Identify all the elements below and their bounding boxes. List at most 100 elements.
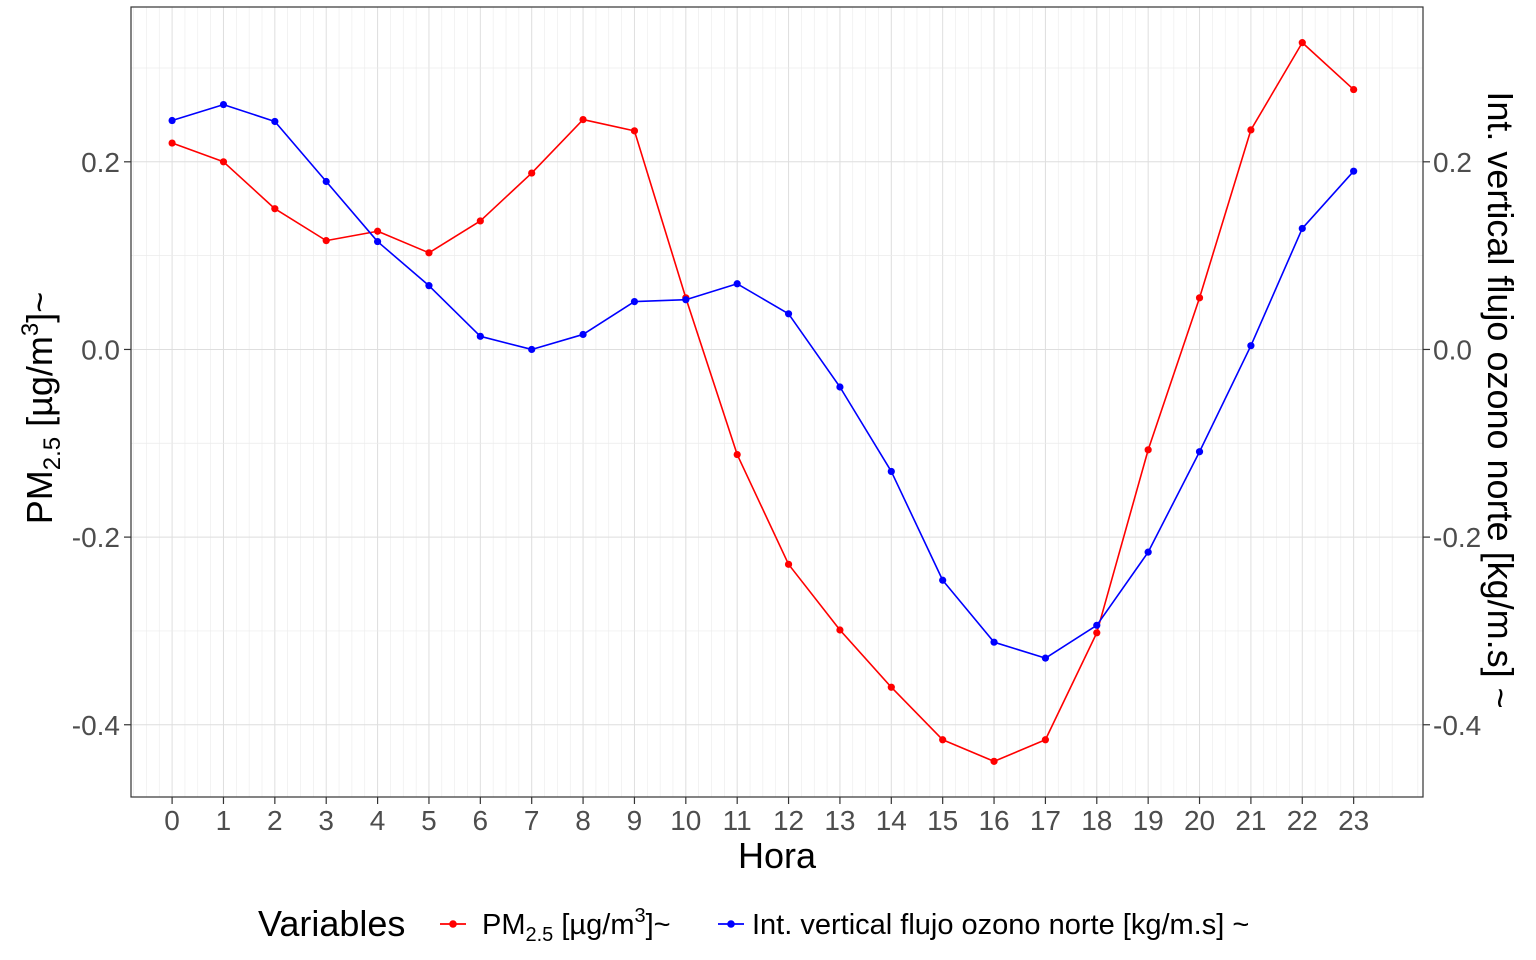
x-tick-label: 23 bbox=[1338, 805, 1369, 836]
series-line-0 bbox=[171, 41, 1355, 763]
series-0-point bbox=[1093, 629, 1101, 637]
y-left-tick-label: 0.2 bbox=[81, 147, 120, 178]
series-1-point bbox=[219, 100, 228, 109]
legend-pm25-sub: 2.5 bbox=[526, 924, 554, 946]
legend-key-pm25 bbox=[440, 920, 466, 928]
legend-key-point bbox=[449, 920, 457, 928]
x-tick-label: 8 bbox=[575, 805, 591, 836]
x-tick-label: 14 bbox=[876, 805, 907, 836]
x-tick-label: 6 bbox=[473, 805, 489, 836]
x-tick-label: 4 bbox=[370, 805, 386, 836]
y-right-tick-label: 0.2 bbox=[1433, 147, 1472, 178]
x-tick-label: 15 bbox=[927, 805, 958, 836]
y-right-tick-label: -0.4 bbox=[1433, 710, 1481, 741]
series-0-point bbox=[990, 757, 998, 765]
series-0-point bbox=[271, 205, 279, 213]
x-tick-label: 17 bbox=[1030, 805, 1061, 836]
x-tick-label: 11 bbox=[723, 805, 752, 836]
x-tick-label: 3 bbox=[318, 805, 334, 836]
y-left-title-main: PM bbox=[19, 470, 60, 524]
series-line-1 bbox=[171, 103, 1355, 659]
axes: 0 1 2 3 4 5 6 7 8 9 10 11 12 13 14 15 16 17 18 19 20 21 22 230.… bbox=[72, 147, 1482, 836]
series-1-point bbox=[887, 467, 895, 476]
series-0-point bbox=[1041, 736, 1050, 744]
series-0-point bbox=[219, 158, 228, 166]
series-0-point bbox=[476, 217, 484, 225]
series-1-point bbox=[425, 282, 433, 290]
series-0-point bbox=[1298, 39, 1306, 47]
y-right-tick-label: -0.2 bbox=[1433, 522, 1481, 553]
legend-key-point bbox=[727, 920, 735, 928]
series-1-point bbox=[990, 638, 998, 646]
x-tick-label: 12 bbox=[773, 805, 804, 836]
series-1-point bbox=[1298, 224, 1306, 233]
series-1-point bbox=[1041, 654, 1050, 662]
series-0-point bbox=[630, 127, 639, 135]
series-0-point bbox=[322, 237, 330, 245]
x-tick-label: 18 bbox=[1081, 805, 1112, 836]
legend-pm25-mid: [µg/m bbox=[553, 909, 634, 941]
series-1-point bbox=[630, 298, 639, 306]
legend-label-pm25: PM2.5 [µg/m3]~ bbox=[482, 905, 671, 946]
x-tick-label: 21 bbox=[1235, 805, 1266, 836]
legend-title: Variables bbox=[258, 903, 405, 944]
series-0-point bbox=[1195, 294, 1204, 302]
x-axis-title: Hora bbox=[738, 835, 817, 876]
x-tick-label: 19 bbox=[1133, 805, 1164, 836]
series-0-point bbox=[1247, 126, 1255, 134]
series-0-point bbox=[887, 683, 895, 691]
x-tick-label: 13 bbox=[824, 805, 855, 836]
grid bbox=[131, 7, 1423, 797]
series-1-point bbox=[168, 116, 176, 125]
x-tick-label: 5 bbox=[421, 805, 437, 836]
legend-key-ozone bbox=[718, 920, 744, 928]
series-1-point bbox=[1093, 621, 1101, 629]
legend-pm25-sup: 3 bbox=[634, 905, 645, 927]
legend-pm25-main: PM bbox=[482, 909, 526, 941]
series-0-point bbox=[373, 227, 382, 235]
series-1-point bbox=[939, 576, 947, 584]
x-tick-label: 22 bbox=[1287, 805, 1318, 836]
series-1-point bbox=[1247, 342, 1255, 350]
series-1-point bbox=[784, 310, 793, 318]
series-layer bbox=[168, 39, 1358, 765]
series-1-point bbox=[1195, 448, 1204, 456]
y-left-tick-label: -0.4 bbox=[72, 710, 120, 741]
y-left-tick-label: 0.0 bbox=[81, 334, 120, 365]
x-tick-label: 20 bbox=[1184, 805, 1215, 836]
legend-pm25-end: ]~ bbox=[646, 909, 671, 941]
series-1-point bbox=[271, 117, 279, 126]
x-tick-label: 0 bbox=[164, 805, 180, 836]
x-tick-label: 1 bbox=[216, 805, 232, 836]
series-0-point bbox=[939, 736, 947, 744]
series-1-point bbox=[476, 332, 484, 340]
series-0-point bbox=[1350, 85, 1358, 94]
series-0-point bbox=[836, 626, 844, 634]
series-0-point bbox=[733, 450, 741, 459]
series-1-point bbox=[322, 177, 330, 186]
legend-label-ozone: Int. vertical flujo ozono norte [kg/m.s]… bbox=[752, 909, 1249, 941]
y-left-title-end: ]~ bbox=[19, 292, 60, 323]
panel-border bbox=[130, 6, 1424, 798]
y-right-tick-label: 0.0 bbox=[1433, 334, 1472, 365]
y-left-title-sub: 2.5 bbox=[39, 437, 66, 470]
series-0-point bbox=[579, 115, 587, 124]
series-1-point bbox=[373, 237, 382, 246]
series-1-point bbox=[1144, 548, 1152, 556]
legend: Variables PM2.5 [µg/m3]~ Int. vertical f… bbox=[258, 903, 1249, 946]
x-tick-label: 2 bbox=[267, 805, 283, 836]
series-0-point bbox=[528, 169, 536, 177]
series-1-point bbox=[836, 383, 844, 391]
series-0-point bbox=[425, 249, 433, 257]
series-1-point bbox=[1350, 167, 1358, 175]
y-left-title-mid: [µg/m bbox=[19, 336, 60, 437]
y-left-tick-label: -0.2 bbox=[72, 522, 120, 553]
series-0-point bbox=[784, 560, 793, 568]
y-left-title-sup: 3 bbox=[17, 323, 44, 336]
x-tick-label: 10 bbox=[670, 805, 701, 836]
series-1-point bbox=[733, 280, 741, 288]
series-1-point bbox=[528, 345, 536, 354]
y-axis-left-title: PM2.5 [µg/m3]~ bbox=[17, 292, 66, 525]
x-tick-label: 16 bbox=[978, 805, 1009, 836]
